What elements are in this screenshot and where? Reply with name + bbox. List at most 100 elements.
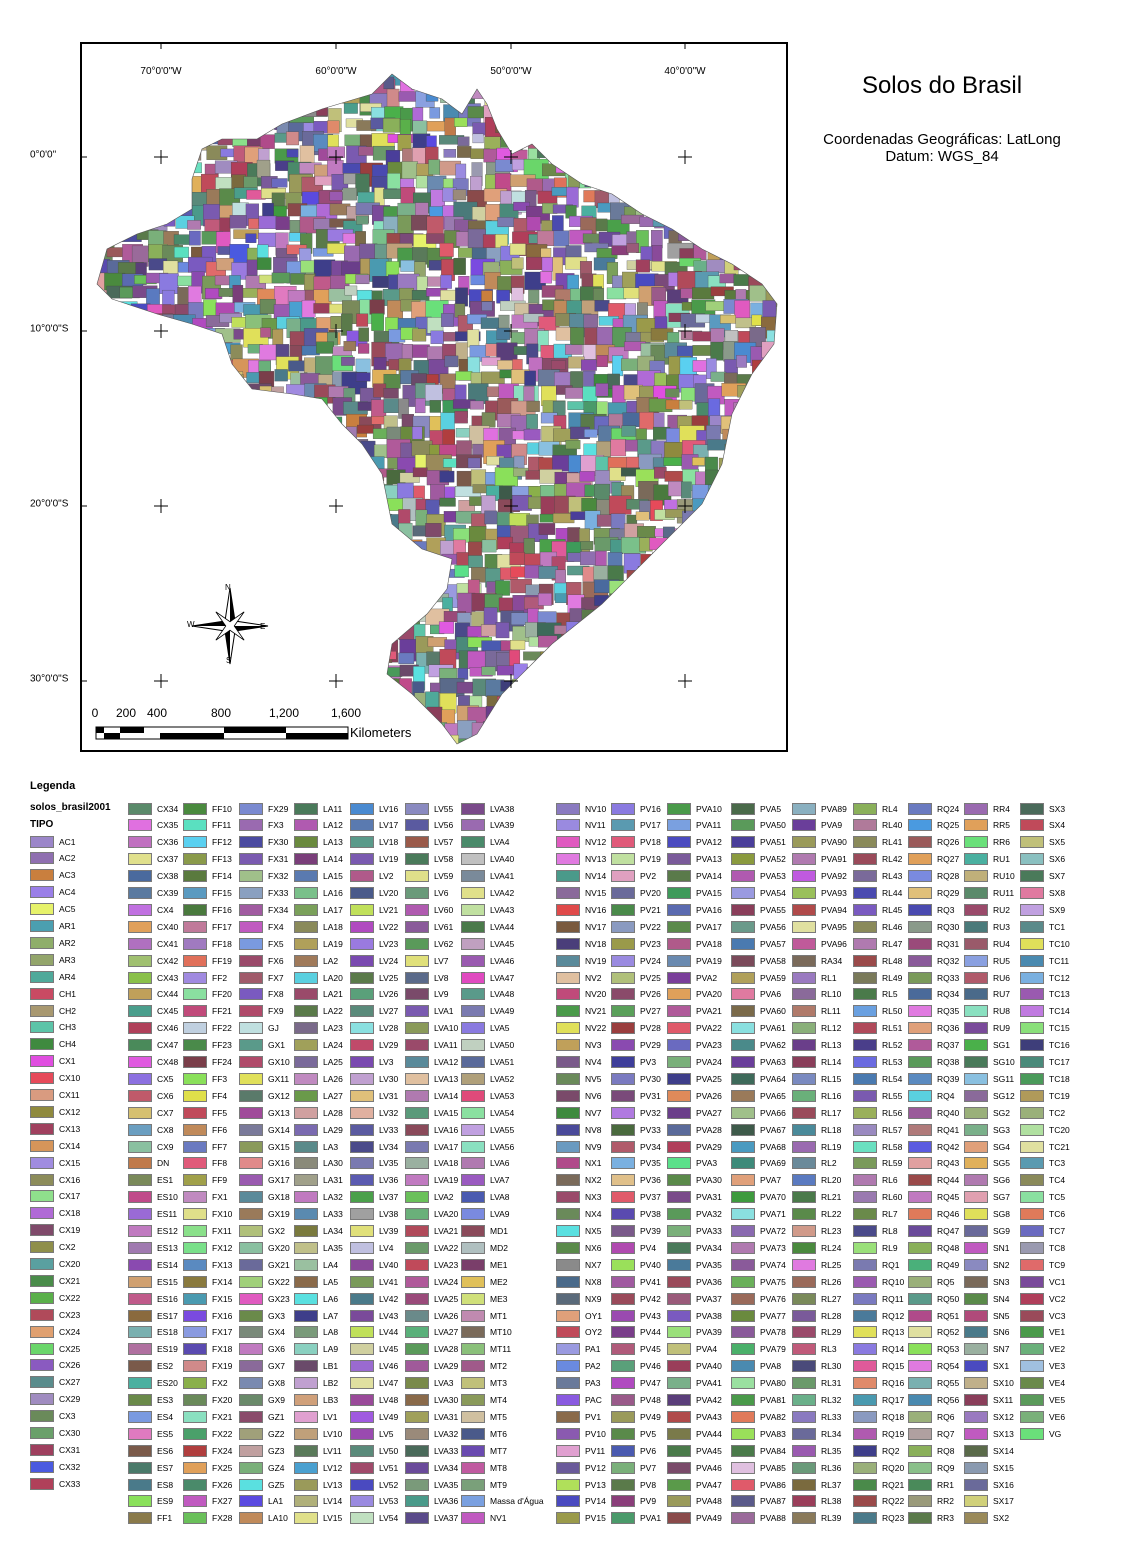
legend-label: SN2 <box>993 1259 1010 1270</box>
legend-entry: RL45 <box>853 903 902 916</box>
legend-label: PVA72 <box>760 1226 786 1236</box>
legend-entry: RL39 <box>792 1512 841 1525</box>
legend-swatch <box>853 1258 877 1271</box>
legend-label: RL55 <box>882 1090 903 1101</box>
legend-entry: PV27 <box>611 1005 661 1018</box>
legend-label: NV3 <box>585 1040 602 1051</box>
legend-entry: AC2 <box>30 852 76 865</box>
legend-label: GX17 <box>268 1175 290 1186</box>
legend-swatch <box>239 1140 263 1153</box>
legend-swatch <box>294 937 318 950</box>
legend-label: RQ32 <box>937 955 960 966</box>
legend-swatch <box>461 1191 485 1204</box>
legend-swatch <box>1020 802 1044 815</box>
legend-entry: RQ46 <box>908 1208 959 1221</box>
legend-entry: LVA41 <box>461 870 514 883</box>
legend-swatch <box>731 836 755 849</box>
legend-label: LV60 <box>434 904 454 915</box>
legend-label: CX23 <box>59 1309 81 1320</box>
legend-entry: RQ17 <box>853 1394 904 1407</box>
legend-entry: PVA60 <box>731 1005 786 1018</box>
legend-entry: AC3 <box>30 869 76 882</box>
legend-swatch <box>350 1174 374 1187</box>
legend-label: RQ53 <box>937 1344 960 1355</box>
legend-swatch <box>556 1022 580 1035</box>
legend-swatch <box>792 1072 816 1085</box>
legend-label: ES10 <box>157 1192 178 1203</box>
legend-swatch <box>611 1343 635 1356</box>
legend-swatch <box>853 1039 877 1052</box>
legend-swatch <box>556 1039 580 1052</box>
legend-entry: SG10 <box>964 1056 1015 1069</box>
legend-label: AR1 <box>59 921 76 931</box>
legend-label: GX16 <box>268 1158 290 1169</box>
legend-swatch <box>183 1309 207 1322</box>
legend-entry: SN4 <box>964 1292 1010 1305</box>
legend-label: RL29 <box>821 1327 842 1338</box>
legend-label: PVA96 <box>821 938 847 949</box>
legend-entry: GX19 <box>239 1208 290 1221</box>
coordinate-info: Coordenadas Geográficas: LatLong Datum: … <box>808 131 1076 165</box>
legend-entry: PV19 <box>611 853 661 866</box>
legend-label: FF5 <box>212 1107 228 1118</box>
legend-label: NX8 <box>585 1276 602 1287</box>
legend-label: CX48 <box>157 1057 179 1067</box>
legend-label: PVA78 <box>760 1327 786 1338</box>
legend-label: PV3 <box>640 1057 657 1067</box>
legend-label: LA32 <box>323 1192 343 1203</box>
legend-entry: PVA54 <box>731 887 786 900</box>
legend-entry: LV29 <box>350 1039 398 1052</box>
soil-polygons <box>97 74 777 744</box>
legend-entry: LA27 <box>294 1089 343 1102</box>
legend-swatch <box>128 1005 152 1018</box>
legend-swatch <box>964 1005 988 1018</box>
legend-swatch <box>405 1123 429 1136</box>
legend-label: PV22 <box>640 921 661 932</box>
legend-swatch <box>294 1157 318 1170</box>
legend-entry: LV36 <box>350 1174 398 1187</box>
legend-entry: PVA24 <box>667 1056 722 1069</box>
legend-entry: PV28 <box>611 1022 661 1035</box>
brazil-soil-map[interactable] <box>82 44 786 750</box>
legend-swatch <box>853 1461 877 1474</box>
legend-swatch <box>461 1427 485 1440</box>
legend-label: LVA7 <box>490 1175 510 1186</box>
legend-label: FX3 <box>268 820 284 831</box>
legend-swatch <box>183 1140 207 1153</box>
legend-entry: LA33 <box>294 1208 343 1221</box>
legend-label: PVA20 <box>696 989 722 1000</box>
legend-label: GX7 <box>268 1361 286 1372</box>
legend-entry: LV11 <box>294 1444 342 1457</box>
legend-label: SX1 <box>993 1361 1010 1372</box>
legend-swatch <box>1020 1174 1044 1187</box>
legend-entry: AC4 <box>30 886 76 899</box>
legend-swatch <box>792 836 816 849</box>
legend-swatch <box>405 1191 429 1204</box>
legend-entry: FF17 <box>183 920 232 933</box>
legend-entry: PVA73 <box>731 1241 786 1254</box>
legend-entry: PVA90 <box>792 836 847 849</box>
legend-swatch <box>350 1241 374 1254</box>
legend-label: LA30 <box>323 1158 343 1169</box>
legend-entry: GZ1 <box>239 1410 285 1423</box>
legend-label: SX12 <box>993 1411 1014 1422</box>
legend-label: LV12 <box>323 1462 343 1473</box>
legend-entry: PVA17 <box>667 920 722 933</box>
legend-swatch <box>1020 1123 1044 1136</box>
legend-swatch <box>30 1021 54 1034</box>
legend-entry: GX2 <box>239 1225 285 1238</box>
legend-entry: PV21 <box>611 903 661 916</box>
legend-swatch <box>667 1072 691 1085</box>
legend-swatch <box>667 1478 691 1491</box>
legend-swatch <box>792 1191 816 1204</box>
legend-entry: LV41 <box>350 1275 398 1288</box>
scale-unit-label: Kilometers <box>350 725 412 740</box>
legend-label: CX1 <box>59 1056 76 1067</box>
legend-entry: VE5 <box>1020 1394 1065 1407</box>
legend-swatch <box>731 1208 755 1221</box>
legend-entry: PVA85 <box>731 1461 786 1474</box>
legend-label: LVA23 <box>434 1259 459 1270</box>
legend-entry: PV22 <box>611 920 661 933</box>
legend-swatch <box>30 1122 54 1135</box>
legend-swatch <box>30 1156 54 1169</box>
